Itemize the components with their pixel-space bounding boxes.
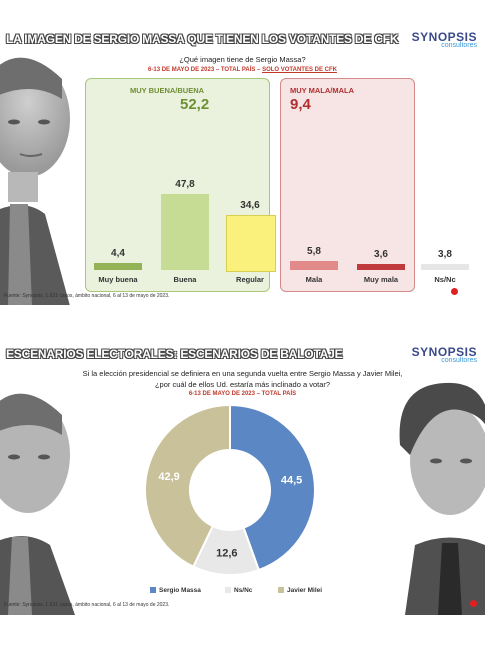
synopsis-logo: SYNOPSIS consultores: [412, 30, 477, 49]
panel2-question-line2: ¿por cuál de ellos Ud. estaría más incli…: [154, 380, 331, 389]
synopsis-logo-2: SYNOPSIS consultores: [412, 345, 477, 364]
bar-value-label: 4,4: [111, 247, 125, 259]
slice-javier-milei: [144, 403, 231, 569]
bar-category-label: Buena: [173, 275, 197, 284]
bar-regular: [226, 214, 276, 272]
massa-image-panel: LA IMAGEN DE SERGIO MASSA QUE TIENEN LOS…: [0, 30, 485, 305]
slice-value-label: 44,5: [281, 474, 302, 486]
panel1-source: Fuente: Synopsis, 1.631 casos, ámbito na…: [4, 293, 170, 299]
bar-category-label: Muy mala: [363, 275, 399, 284]
bar-category-label: Mala: [305, 275, 323, 284]
logo-sub-2: consultores: [441, 357, 477, 364]
panel1-subtitle-b: SOLO VOTANTES DE CFK: [262, 67, 337, 73]
red-dot-marker-2: [470, 600, 477, 607]
sergio-massa-photo-2: [0, 393, 75, 615]
legend-label: Sergio Massa: [159, 587, 201, 594]
legend-swatch: [150, 587, 156, 594]
bar-value-label: 5,8: [307, 245, 321, 257]
panel1-subtitle-a: 6-13 DE MAYO DE 2023 – TOTAL PAÍS –: [148, 67, 263, 73]
javier-milei-photo: [399, 382, 485, 615]
legend-label: Javier Milei: [287, 587, 323, 594]
bar-value-label: 34,6: [240, 199, 260, 211]
slice-sergio-massa: [229, 403, 316, 572]
logo-brand-2: SYNOPSIS: [411, 345, 477, 359]
bar-category-label: Regular: [236, 275, 264, 284]
negative-group-box: [280, 78, 415, 292]
legend-swatch: [278, 587, 284, 594]
logo-sub: consultores: [441, 42, 477, 49]
legend-label: Ns/Nc: [234, 587, 253, 594]
panel2-source: Fuente: Synopsis, 1.631 casos, ámbito na…: [4, 602, 170, 608]
legend-swatch: [225, 587, 231, 594]
panel2-question-line1: Si la elección presidencial se definiera…: [82, 369, 403, 378]
legend-item: Ns/Nc: [225, 587, 252, 594]
slice-value-label: 12,6: [216, 547, 237, 559]
panel1-question: ¿Qué imagen tiene de Sergio Massa?: [179, 55, 306, 64]
bar-value-label: 3,8: [438, 248, 452, 260]
sergio-massa-photo: [0, 57, 70, 305]
legend-item: Sergio Massa: [150, 587, 201, 594]
legend-item: Javier Milei: [278, 587, 322, 594]
bar-ns-nc: [421, 263, 469, 270]
slice-value-label: 42,9: [158, 471, 179, 483]
bar-muy-mala: [357, 264, 405, 270]
positive-group-label: MUY BUENA/BUENA: [130, 86, 205, 95]
donut-chart: 44,5 12,6 42,9: [144, 403, 316, 576]
bar-category-label: Muy buena: [98, 275, 138, 284]
panel2-title: ESCENARIOS ELECTORALES: ESCENARIOS DE BA…: [6, 347, 343, 361]
bar-buena: [161, 193, 209, 270]
negative-group-label: MUY MALA/MALA: [290, 86, 355, 95]
red-dot-marker: [451, 288, 458, 295]
bar-value-label: 3,6: [374, 249, 388, 261]
panel2-subtitle: 6-13 DE MAYO DE 2023 – TOTAL PAÍS: [188, 391, 297, 397]
bar-value-label: 47,8: [175, 178, 195, 190]
panel1-subtitle: 6-13 DE MAYO DE 2023 – TOTAL PAÍS – SOLO…: [0, 67, 485, 73]
panel1-title: LA IMAGEN DE SERGIO MASSA QUE TIENEN LOS…: [6, 32, 399, 46]
negative-group-value: 9,4: [290, 96, 311, 113]
bar-category-label: Ns/Nc: [434, 275, 456, 284]
positive-group-value: 52,2: [180, 96, 210, 113]
balotaje-panel: ESCENARIOS ELECTORALES: ESCENARIOS DE BA…: [0, 345, 485, 615]
bar-mala: [290, 260, 338, 270]
bar-muy-buena: [94, 262, 142, 270]
logo-brand: SYNOPSIS: [411, 30, 477, 44]
